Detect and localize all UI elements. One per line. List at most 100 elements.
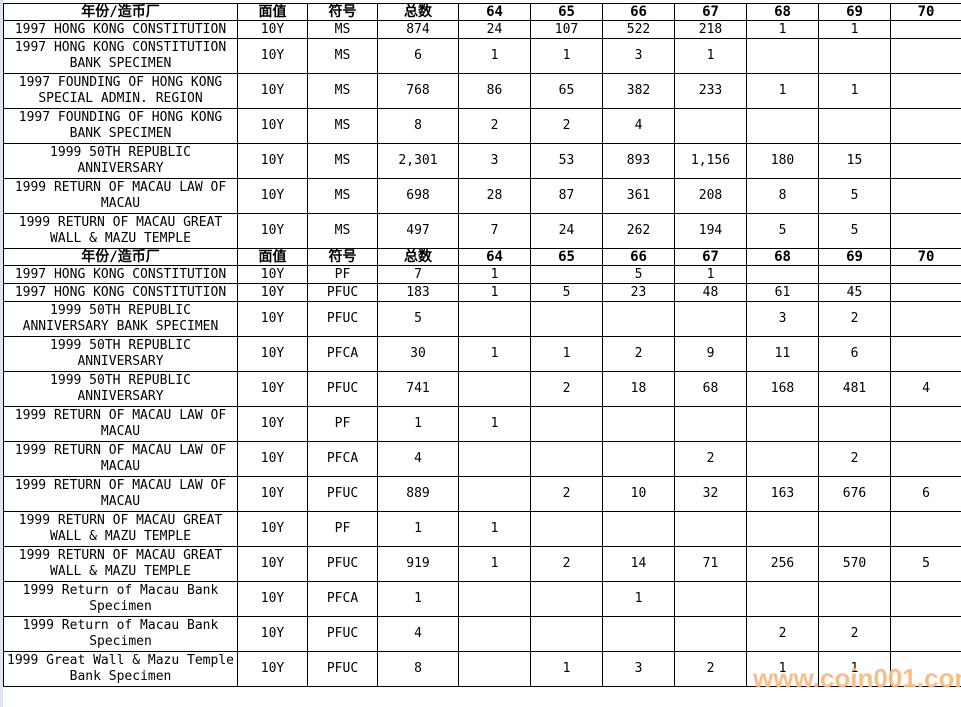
table-cell: 1 (377, 511, 459, 547)
table-cell: 10Y (237, 406, 308, 442)
table-cell: 5 (746, 213, 819, 249)
table-cell: 1 (530, 336, 603, 372)
header-cell: 64 (458, 248, 531, 266)
table-row: 1999 RETURN OF MACAU LAW OF MACAU 10Y PFCA… (3, 441, 961, 477)
header-cell: 面值 (237, 248, 308, 266)
header-cell: 符号 (307, 248, 378, 266)
header-cell: 69 (818, 3, 891, 21)
table-row: 1997 HONG KONG CONSTITUTION 10Y PFUC 183 1 5 2… (3, 283, 961, 302)
table-cell: 71 (674, 546, 747, 582)
table-cell (530, 265, 603, 284)
table-cell: MS (307, 143, 378, 179)
table-cell: MS (307, 38, 378, 74)
table-cell: 1 (458, 546, 531, 582)
table-cell (890, 651, 961, 687)
table-cell: 5 (377, 301, 459, 337)
table-cell: 889 (377, 476, 459, 512)
table-cell: 28 (458, 178, 531, 214)
table-cell: 262 (602, 213, 675, 249)
table-cell (530, 616, 603, 652)
table-cell: 1 (458, 511, 531, 547)
table-cell: 8 (377, 108, 459, 144)
table-row: 1999 Return of Macau Bank Specimen 10Y PFU… (3, 616, 961, 652)
table-cell: 10Y (237, 20, 308, 39)
table-cell (746, 38, 819, 74)
cell-issue-name: 1997 FOUNDING OF HONG KONG SPECIAL ADMIN… (3, 73, 238, 109)
table-cell: PFUC (307, 651, 378, 687)
table-cell: 107 (530, 20, 603, 39)
table-cell: 1,156 (674, 143, 747, 179)
table-row: 1997 FOUNDING OF HONG KONG SPECIAL ADMIN… (3, 73, 961, 109)
cell-issue-name: 1999 50TH REPUBLIC ANNIVERSARY (3, 143, 238, 179)
table-cell (602, 441, 675, 477)
table-cell: PFCA (307, 581, 378, 617)
table-cell: 194 (674, 213, 747, 249)
table-cell (890, 108, 961, 144)
table-cell: PFUC (307, 371, 378, 407)
cell-issue-name: 1997 FOUNDING OF HONG KONG BANK SPECIMEN (3, 108, 238, 144)
table-cell: 10Y (237, 651, 308, 687)
table-cell: 2 (818, 301, 891, 337)
table-cell: 10Y (237, 441, 308, 477)
table-cell (890, 301, 961, 337)
coin-population-table: 年份/造币厂 面值 符号 总数 64 65 66 67 68 69 70 1997 HONG KONG… (3, 3, 961, 687)
header-cell: 67 (674, 3, 747, 21)
table-cell (818, 108, 891, 144)
table-cell (458, 616, 531, 652)
table-cell (530, 301, 603, 337)
table-cell: MS (307, 108, 378, 144)
table-cell: PFUC (307, 283, 378, 302)
table-cell: PF (307, 511, 378, 547)
table-cell: 2 (746, 616, 819, 652)
table-cell: 180 (746, 143, 819, 179)
table-cell (890, 20, 961, 39)
table-cell (674, 108, 747, 144)
table-row: 1999 Return of Macau Bank Specimen 10Y PFC… (3, 581, 961, 617)
table-cell: 7 (458, 213, 531, 249)
cell-issue-name: 1999 RETURN OF MACAU GREAT WALL & MAZU T… (3, 511, 238, 547)
table-cell: 2 (530, 546, 603, 582)
table-cell: 10Y (237, 581, 308, 617)
table-cell: 4 (377, 441, 459, 477)
table-cell: 4 (377, 616, 459, 652)
table-cell: 1 (602, 581, 675, 617)
table-cell (890, 38, 961, 74)
table-cell: 10Y (237, 143, 308, 179)
table-row: 1999 50TH REPUBLIC ANNIVERSARY 10Y PFUC 741… (3, 371, 961, 407)
header-cell: 65 (530, 3, 603, 21)
table-cell: 10Y (237, 213, 308, 249)
table-cell: 15 (818, 143, 891, 179)
table-cell: 86 (458, 73, 531, 109)
table-cell: 5 (602, 265, 675, 284)
table-cell: 6 (890, 476, 961, 512)
table-cell (890, 441, 961, 477)
table-cell: 256 (746, 546, 819, 582)
cell-issue-name: 1999 RETURN OF MACAU GREAT WALL & MAZU T… (3, 546, 238, 582)
table-cell (458, 651, 531, 687)
table-cell: 10Y (237, 108, 308, 144)
header-cell: 年份/造币厂 (3, 3, 238, 21)
table-cell (890, 616, 961, 652)
cell-issue-name: 1997 HONG KONG CONSTITUTION (3, 20, 238, 39)
table-cell (674, 301, 747, 337)
header-cell: 总数 (377, 3, 459, 21)
header-row: 年份/造币厂 面值 符号 总数 64 65 66 67 68 69 70 (3, 248, 961, 266)
table-cell (674, 616, 747, 652)
table-cell: 24 (458, 20, 531, 39)
table-cell: 10Y (237, 178, 308, 214)
table-cell: 233 (674, 73, 747, 109)
header-cell: 65 (530, 248, 603, 266)
table-cell (602, 616, 675, 652)
table-cell: 3 (746, 301, 819, 337)
table-cell: PFUC (307, 546, 378, 582)
table-cell: 768 (377, 73, 459, 109)
table-cell: 382 (602, 73, 675, 109)
table-cell: 11 (746, 336, 819, 372)
cell-issue-name: 1999 50TH REPUBLIC ANNIVERSARY BANK SPEC… (3, 301, 238, 337)
header-cell: 68 (746, 3, 819, 21)
table-cell: 30 (377, 336, 459, 372)
table-cell (746, 511, 819, 547)
table-cell: 2 (530, 371, 603, 407)
table-cell: 24 (530, 213, 603, 249)
table-cell: 1 (458, 38, 531, 74)
